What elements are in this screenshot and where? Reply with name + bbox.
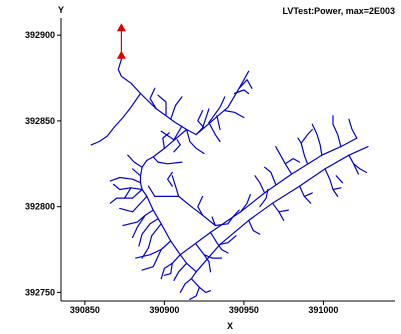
y-tick-label-2: 392850 xyxy=(25,116,55,126)
network-line-43 xyxy=(167,171,173,187)
network-line-15 xyxy=(216,115,221,131)
network-line-69 xyxy=(353,163,359,175)
network-line-61 xyxy=(303,192,313,197)
network-line-70 xyxy=(348,118,358,139)
network-line-31 xyxy=(138,218,159,247)
network-lines xyxy=(90,24,369,300)
network-line-5 xyxy=(179,137,358,256)
network-line-22 xyxy=(132,168,142,177)
network-line-66 xyxy=(332,187,342,191)
network-line-58 xyxy=(275,146,293,175)
network-line-47 xyxy=(195,243,212,273)
network-line-67 xyxy=(332,115,342,148)
network-line-28 xyxy=(109,188,143,204)
network-line-7 xyxy=(149,87,157,110)
network-line-11 xyxy=(195,108,210,136)
network-line-6 xyxy=(90,92,142,146)
network-line-26 xyxy=(127,154,143,168)
network-line-37 xyxy=(173,262,188,281)
x-tick-label-3: 391000 xyxy=(308,305,338,315)
network-line-51 xyxy=(240,194,251,213)
network-line-42 xyxy=(171,175,180,197)
y-tick-label-1: 392800 xyxy=(25,202,55,212)
network-line-13 xyxy=(208,96,226,124)
network-line-3 xyxy=(154,195,229,227)
network-line-21 xyxy=(186,128,205,155)
y-tick-label-0: 392750 xyxy=(25,287,55,297)
network-line-39 xyxy=(189,278,200,300)
network-line-30 xyxy=(132,214,146,239)
axes: 390850 390900 390950 391000 392750 392800 3928… xyxy=(25,18,395,315)
network-line-64 xyxy=(311,123,323,156)
network-line-46 xyxy=(227,209,240,225)
network-line-17 xyxy=(233,89,250,95)
network-line-35 xyxy=(160,254,181,280)
x-tick-label-2: 390950 xyxy=(229,305,259,315)
network-line-8 xyxy=(157,94,167,117)
network-line-29 xyxy=(122,209,154,227)
network-line-41 xyxy=(147,185,156,197)
network-line-71 xyxy=(335,175,344,184)
network-line-40 xyxy=(198,286,212,293)
network-line-32 xyxy=(141,223,162,259)
network-line-53 xyxy=(259,188,269,208)
network-line-34 xyxy=(141,248,162,271)
network-line-25 xyxy=(109,176,142,184)
network-line-27 xyxy=(119,195,148,213)
network-line-18 xyxy=(238,79,253,89)
network-line-68 xyxy=(348,154,367,173)
network-line-49 xyxy=(209,231,229,254)
network-line-10 xyxy=(160,125,183,141)
network-line-56 xyxy=(278,209,289,213)
network-line-48 xyxy=(203,254,223,259)
network-line-24 xyxy=(123,187,132,199)
network-line-4 xyxy=(195,146,369,273)
network-line-50 xyxy=(219,235,237,245)
triangle-marker-0 xyxy=(116,23,126,32)
network-line-54 xyxy=(254,175,266,194)
x-tick-label-0: 390850 xyxy=(70,305,100,315)
network-line-2 xyxy=(152,156,183,165)
network-line-19 xyxy=(162,132,170,149)
network-line-52 xyxy=(248,219,261,235)
network-line-14 xyxy=(208,121,221,143)
triangle-marker-1 xyxy=(116,50,126,59)
network-line-36 xyxy=(163,262,173,276)
plot-title: LVTest:Power, max=2E003 xyxy=(283,6,395,16)
y-axis-label: Y xyxy=(58,5,64,15)
network-line-59 xyxy=(284,158,301,165)
network-line-65 xyxy=(324,168,339,197)
y-tick-label-3: 392900 xyxy=(25,30,55,40)
network-line-33 xyxy=(135,240,172,259)
network-line-23 xyxy=(112,183,143,191)
network-line-16 xyxy=(224,109,245,119)
network-line-62 xyxy=(297,137,309,165)
x-axis-label: X xyxy=(227,321,233,331)
network-line-63 xyxy=(300,128,313,144)
network-line-57 xyxy=(264,166,277,185)
x-tick-label-1: 390900 xyxy=(149,305,179,315)
network-line-44 xyxy=(197,195,204,216)
network-line-20 xyxy=(173,139,181,153)
network-line-45 xyxy=(211,216,216,227)
network-line-12 xyxy=(197,109,205,129)
network-line-9 xyxy=(170,96,183,120)
network-line-38 xyxy=(179,271,197,293)
source-markers xyxy=(116,23,126,59)
